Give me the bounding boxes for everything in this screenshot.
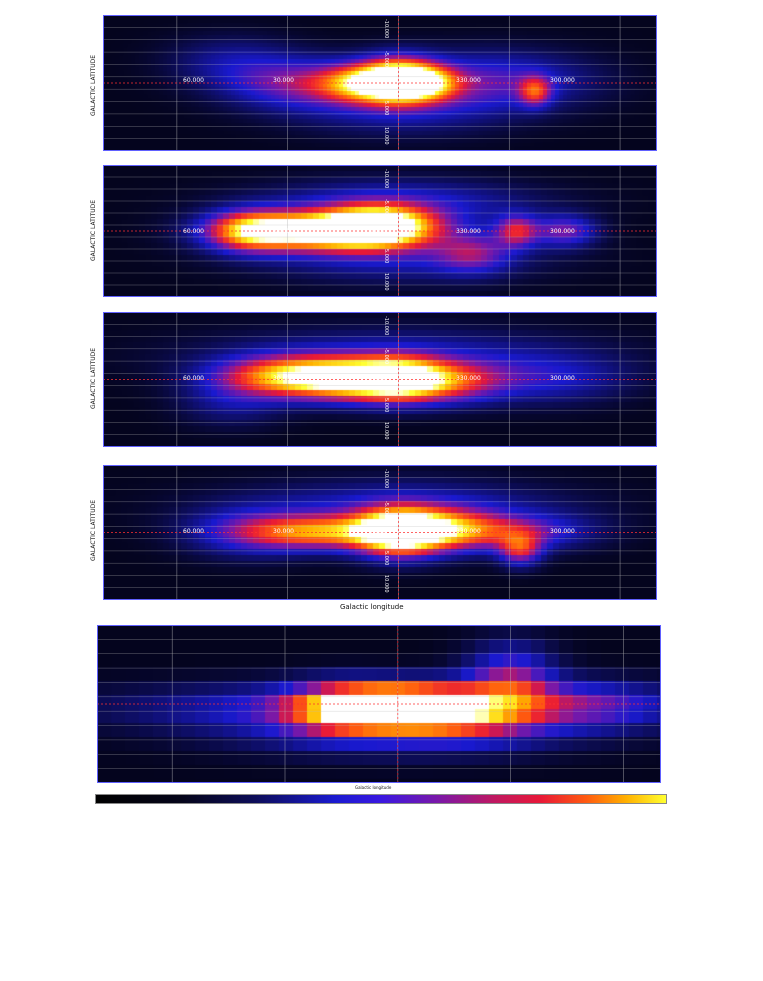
sky-map-panel-4: 60.000 30.000 0.000 330.000 300.000 -10.… (103, 465, 657, 600)
lon-label: 30.000 (273, 77, 294, 84)
lon-label: 330.000 (456, 77, 481, 84)
lat-label: 5.000 (383, 398, 389, 413)
lat-label: 10.000 (383, 575, 389, 593)
lat-label: -10.000 (383, 316, 389, 336)
sky-map-image (97, 625, 661, 783)
lon-label: 300.000 (550, 375, 575, 382)
lon-label: 0.000 (369, 375, 387, 382)
lon-label: 60.000 (183, 228, 204, 235)
lon-label: 300.000 (550, 77, 575, 84)
lat-label: -5.000 (383, 348, 389, 365)
lat-label: -5.000 (383, 51, 389, 68)
lon-label: 60.000 (183, 528, 204, 535)
sky-map-panel-2: 60.000 30.000 0.000 330.000 300.000 -10.… (103, 165, 657, 297)
lat-label: -10.000 (383, 169, 389, 189)
y-axis-label: GALACTIC LATITUDE (90, 348, 97, 409)
lat-label: -10.000 (383, 469, 389, 489)
x-axis-label: Galactic longitude (340, 603, 404, 611)
lon-label: 330.000 (456, 228, 481, 235)
lat-label: 10.000 (383, 422, 389, 440)
lat-label: 5.000 (383, 101, 389, 116)
lon-label: 0.000 (369, 77, 387, 84)
lat-label: -5.000 (383, 199, 389, 216)
lat-label: 5.000 (383, 249, 389, 264)
lat-label: -5.000 (383, 501, 389, 518)
lat-label: 10.000 (383, 273, 389, 291)
lon-label: 60.000 (183, 375, 204, 382)
y-axis-label: GALACTIC LATITUDE (90, 200, 97, 261)
sky-map-panel-3: 60.000 30.000 0.000 330.000 300.000 -10.… (103, 312, 657, 447)
colorbar (95, 794, 667, 804)
lat-label: 5.000 (383, 551, 389, 566)
lon-label: 60.000 (183, 77, 204, 84)
lon-label: 30.000 (273, 528, 294, 535)
lon-label: 30.000 (273, 375, 294, 382)
sky-map-panel-1: 60.000 30.000 0.000 330.000 300.000 -10.… (103, 15, 657, 151)
x-axis-label-small: Galactic longitude (355, 785, 392, 790)
lon-label: 0.000 (369, 228, 387, 235)
lon-label: 30.000 (273, 228, 294, 235)
lon-label: 300.000 (550, 528, 575, 535)
y-axis-label: GALACTIC LATITUDE (90, 500, 97, 561)
sky-map-panel-5 (97, 625, 661, 783)
lat-label: -10.000 (383, 19, 389, 39)
lat-label: 10.000 (383, 127, 389, 145)
y-axis-label: GALACTIC LATITUDE (90, 55, 97, 116)
lon-label: 300.000 (550, 228, 575, 235)
lon-label: 330.000 (456, 375, 481, 382)
lon-label: 330.000 (456, 528, 481, 535)
lon-label: 0.000 (369, 528, 387, 535)
